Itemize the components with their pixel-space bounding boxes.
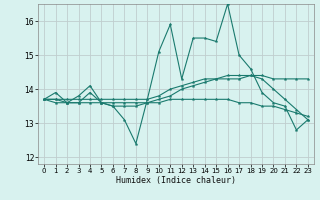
- X-axis label: Humidex (Indice chaleur): Humidex (Indice chaleur): [116, 176, 236, 185]
